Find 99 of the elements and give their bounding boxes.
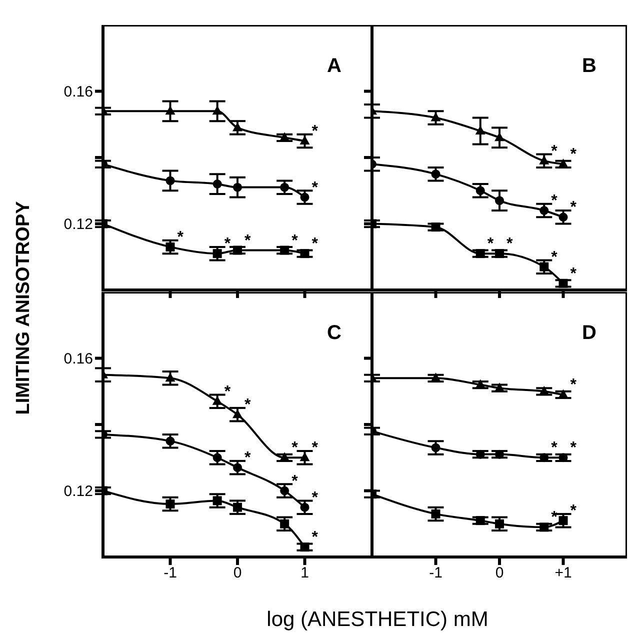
point bbox=[233, 463, 242, 472]
point bbox=[558, 389, 568, 398]
point bbox=[558, 158, 568, 168]
data-label: * bbox=[292, 232, 299, 250]
point bbox=[475, 126, 486, 134]
point bbox=[280, 452, 290, 462]
point bbox=[300, 249, 310, 258]
point bbox=[539, 386, 550, 395]
point bbox=[558, 278, 568, 288]
point bbox=[212, 453, 222, 462]
point bbox=[166, 176, 175, 186]
y-axis-title: LIMITING ANISOTROPY bbox=[13, 201, 35, 415]
data-label: * bbox=[312, 440, 319, 457]
point bbox=[212, 249, 222, 258]
point bbox=[280, 182, 290, 192]
point bbox=[233, 502, 242, 512]
data-label: * bbox=[570, 199, 578, 216]
point bbox=[280, 246, 290, 255]
point bbox=[495, 196, 504, 206]
data-label: * bbox=[244, 396, 252, 414]
point bbox=[300, 542, 310, 552]
text: B bbox=[582, 55, 596, 78]
point bbox=[476, 249, 485, 258]
point bbox=[166, 242, 175, 252]
point bbox=[476, 516, 485, 526]
y-tick-label: 0.12 bbox=[64, 216, 93, 234]
point bbox=[166, 436, 175, 446]
point bbox=[540, 262, 549, 272]
data-label: * bbox=[292, 440, 299, 457]
x-axis-title: log (ANESTHETIC) mM bbox=[266, 608, 490, 632]
text: C bbox=[327, 322, 342, 345]
data-label: * bbox=[570, 265, 578, 282]
data-label: * bbox=[551, 192, 558, 210]
point bbox=[495, 450, 504, 459]
data-label: * bbox=[570, 376, 578, 394]
point bbox=[495, 249, 504, 258]
point bbox=[212, 396, 222, 405]
data-label: * bbox=[244, 450, 252, 467]
point bbox=[558, 212, 568, 222]
point bbox=[431, 443, 440, 452]
point bbox=[233, 182, 242, 192]
data-label: * bbox=[312, 489, 319, 506]
point bbox=[300, 502, 310, 512]
point bbox=[166, 500, 175, 508]
x-tick-label: 1 bbox=[300, 564, 309, 582]
point bbox=[539, 155, 550, 164]
point bbox=[233, 246, 242, 255]
y-tick-label: 0.16 bbox=[64, 84, 93, 101]
data-label: * bbox=[570, 146, 578, 164]
point bbox=[431, 509, 440, 518]
point bbox=[540, 522, 549, 532]
data-label: * bbox=[551, 440, 558, 457]
x-tick-label: +1 bbox=[554, 564, 572, 582]
data-label: * bbox=[177, 228, 184, 246]
data-label: * bbox=[244, 232, 252, 250]
point bbox=[476, 186, 485, 196]
point bbox=[540, 453, 549, 462]
data-label: * bbox=[312, 529, 319, 546]
x-tick-label: -1 bbox=[164, 564, 177, 582]
data-label: * bbox=[506, 236, 514, 253]
point bbox=[165, 106, 176, 115]
point bbox=[212, 180, 222, 188]
point bbox=[300, 192, 310, 202]
data-label: * bbox=[224, 383, 232, 400]
data-label: * bbox=[551, 248, 558, 266]
x-tick-label: 0 bbox=[495, 564, 504, 582]
point bbox=[431, 170, 440, 179]
point bbox=[431, 222, 440, 232]
data-label: * bbox=[292, 472, 299, 490]
point bbox=[476, 450, 485, 459]
point bbox=[494, 382, 504, 392]
point bbox=[280, 132, 290, 142]
point bbox=[540, 206, 549, 215]
point bbox=[495, 519, 504, 528]
y-tick-label: 0.16 bbox=[64, 350, 93, 368]
x-tick-label: 0 bbox=[233, 564, 242, 582]
data-label: * bbox=[224, 236, 232, 253]
text: D bbox=[582, 322, 596, 345]
data-label: * bbox=[551, 142, 558, 160]
point bbox=[212, 496, 222, 506]
point bbox=[430, 112, 441, 122]
point bbox=[280, 519, 290, 528]
point bbox=[212, 106, 222, 115]
text: A bbox=[327, 55, 342, 78]
data-label: * bbox=[312, 179, 319, 196]
point bbox=[558, 453, 568, 462]
point bbox=[300, 452, 310, 462]
data-label: * bbox=[487, 236, 494, 253]
point bbox=[558, 516, 568, 526]
x-tick-label: -1 bbox=[429, 564, 442, 582]
point bbox=[475, 379, 486, 388]
point bbox=[430, 372, 441, 382]
y-tick-label: 0.12 bbox=[64, 483, 93, 500]
data-label: * bbox=[570, 440, 578, 457]
point bbox=[165, 372, 176, 382]
data-label: * bbox=[570, 502, 578, 520]
point bbox=[280, 486, 290, 496]
data-label: * bbox=[312, 122, 319, 140]
data-label: * bbox=[312, 236, 319, 253]
